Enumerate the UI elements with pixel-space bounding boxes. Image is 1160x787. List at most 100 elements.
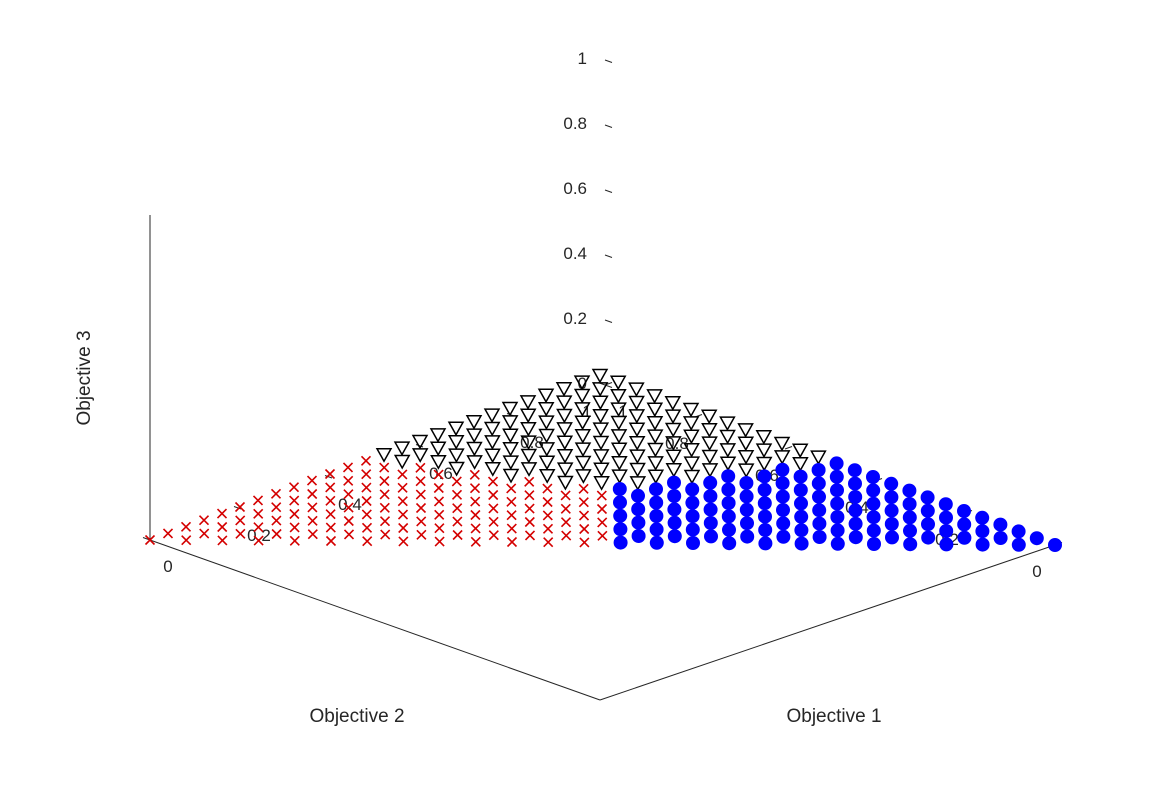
point-objective-3-group: [610, 402, 627, 418]
point-objective-3-group: [628, 382, 645, 398]
point-objective-3-group: [628, 395, 645, 411]
point-objective-2-group: [416, 516, 427, 527]
point-objective-3-group: [593, 475, 610, 491]
point-objective-2-group: [271, 515, 282, 526]
point-objective-2-group: [180, 521, 192, 532]
point-objective-1-group: [721, 469, 736, 484]
point-objective-1-group: [757, 496, 772, 511]
point-objective-3-group: [520, 421, 537, 437]
objective-3-tick-label: 0.8: [563, 114, 587, 133]
point-objective-2-group: [307, 529, 318, 540]
point-objective-2-group: [181, 535, 192, 546]
objective-3-axis-label: Objective 3: [74, 330, 95, 425]
point-objective-3-group: [792, 456, 809, 472]
point-objective-2-group: [524, 476, 535, 487]
point-objective-3-group: [591, 368, 609, 384]
point-objective-2-group: [217, 535, 228, 546]
objective-3-tick: [604, 124, 613, 128]
point-objective-1-group: [794, 523, 809, 538]
point-objective-3-group: [538, 455, 556, 471]
point-objective-1-group: [667, 489, 682, 503]
point-objective-3-group: [665, 462, 683, 478]
point-objective-3-group: [682, 402, 700, 418]
point-objective-2-group: [524, 530, 536, 541]
point-objective-2-group: [379, 516, 391, 527]
point-objective-1-group: [830, 523, 845, 538]
point-objective-2-group: [506, 523, 517, 534]
point-objective-3-group: [664, 409, 682, 425]
point-objective-1-group: [703, 502, 718, 517]
point-objective-2-group: [325, 509, 336, 520]
point-objective-1-group: [902, 497, 917, 511]
point-objective-2-group: [342, 462, 354, 473]
point-objective-3-group: [592, 449, 610, 464]
point-objective-3-group: [665, 436, 682, 451]
point-objective-3-group: [448, 448, 465, 464]
point-objective-2-group: [578, 497, 589, 508]
point-objective-3-group: [610, 415, 628, 431]
point-objective-1-group: [739, 476, 754, 490]
point-objective-1-group: [920, 503, 935, 518]
point-objective-1-group: [612, 482, 627, 496]
point-objective-1-group: [866, 496, 881, 511]
point-objective-2-group: [596, 490, 607, 501]
point-objective-3-group: [611, 469, 628, 485]
point-objective-3-group: [519, 408, 537, 424]
objective-1-tick: [324, 475, 333, 479]
point-objective-3-group: [502, 468, 520, 484]
point-objective-3-group: [629, 449, 646, 465]
point-objective-2-group: [542, 496, 553, 508]
point-objective-1-group: [812, 530, 827, 544]
point-objective-2-group: [415, 502, 427, 514]
point-objective-2-group: [578, 483, 589, 494]
point-objective-3-group: [447, 434, 465, 450]
point-objective-1-group: [921, 530, 936, 545]
point-objective-2-group: [343, 502, 354, 513]
point-objective-1-group: [902, 483, 917, 498]
point-objective-1-group: [866, 470, 880, 484]
objective-3-tick-label: 0: [578, 374, 587, 393]
point-objective-1-group: [830, 536, 845, 551]
point-objective-1-group: [1011, 537, 1026, 552]
point-objective-3-group: [575, 469, 592, 484]
point-objective-3-group: [538, 428, 555, 444]
point-objective-3-group: [556, 435, 574, 451]
point-objective-2-group: [597, 530, 608, 541]
objective-3-tick: [604, 319, 613, 323]
point-objective-2-group: [361, 522, 373, 533]
point-objective-2-group: [560, 490, 571, 501]
point-objective-2-group: [361, 469, 372, 480]
point-objective-1-group: [721, 509, 736, 524]
point-objective-2-group: [343, 529, 355, 540]
point-objective-1-group: [812, 503, 827, 518]
objective-1-tick-label: 0: [163, 557, 172, 576]
point-objective-1-group: [649, 522, 664, 537]
point-objective-3-group: [537, 401, 555, 417]
point-objective-2-group: [234, 501, 246, 513]
point-objective-1-group: [631, 515, 646, 530]
point-objective-1-group: [776, 503, 790, 517]
point-objective-3-group: [665, 449, 682, 465]
point-objective-1-group: [920, 490, 935, 505]
point-objective-1-group: [794, 536, 809, 551]
point-objective-1-group: [867, 537, 881, 551]
point-objective-3-group: [647, 456, 664, 471]
point-objective-2-group: [488, 503, 499, 514]
point-objective-3-group: [810, 450, 827, 466]
point-objective-1-group: [667, 502, 682, 517]
point-objective-2-group: [451, 476, 462, 487]
point-objective-1-group: [776, 529, 791, 544]
point-objective-1-group: [938, 497, 953, 512]
point-objective-2-group: [434, 509, 445, 520]
point-objective-1-group: [776, 516, 791, 531]
point-objective-1-group: [631, 488, 645, 503]
objective-2-tick: [784, 446, 793, 450]
point-objective-2-group: [216, 508, 228, 519]
point-objective-3-group: [573, 375, 591, 391]
point-objective-1-group: [866, 483, 881, 498]
point-objective-2-group: [560, 503, 571, 514]
point-objective-3-group: [755, 456, 773, 472]
point-objective-3-group: [700, 409, 718, 425]
axes: [149, 215, 1056, 701]
point-objective-3-group: [520, 448, 538, 464]
